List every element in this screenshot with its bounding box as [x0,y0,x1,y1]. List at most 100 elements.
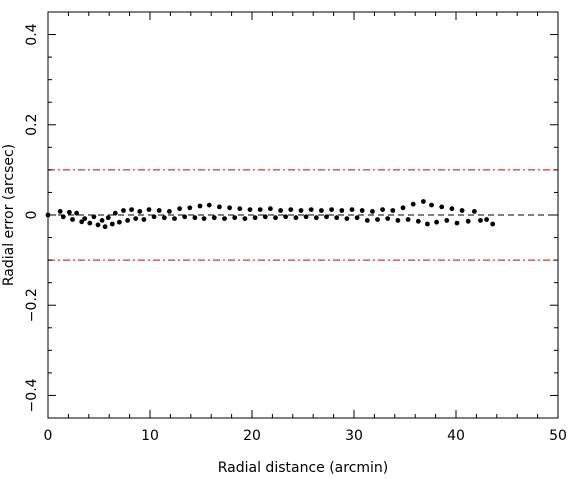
data-point [129,207,135,213]
data-point [380,207,385,213]
data-point [439,204,445,210]
data-point [156,208,162,213]
data-point [60,214,66,220]
data-point [167,209,172,214]
data-point [242,216,248,222]
data-point [273,215,278,221]
data-point [172,216,177,222]
data-point [459,208,465,213]
data-point [133,216,139,222]
data-point [308,207,314,213]
data-point [99,218,105,223]
data-point [192,215,198,221]
data-point [329,207,334,213]
data-point [434,219,439,225]
y-tick-label: −0.2 [24,288,40,322]
data-point [187,205,193,211]
data-point [444,218,450,223]
data-point [395,218,401,223]
x-tick-label: 30 [345,428,363,444]
data-point [232,215,238,221]
x-tick-label: 20 [243,428,261,444]
data-point [268,206,273,212]
data-point [121,208,126,213]
data-point [74,210,79,216]
data-point [429,202,434,208]
data-point [370,209,375,214]
data-point [125,218,130,223]
data-point [105,215,111,221]
data-point [303,214,309,220]
data-point [206,202,212,208]
y-tick-label: 0.2 [24,114,40,136]
data-point [70,217,75,222]
data-point [298,208,304,213]
data-point [484,217,489,222]
data-point [109,221,115,227]
data-point [449,206,455,212]
data-point [161,215,167,221]
x-axis-label: Radial distance (arcmin) [218,460,389,476]
data-point [262,214,268,220]
data-point [283,214,289,220]
data-point [182,214,188,220]
data-point [177,206,183,212]
data-point [91,214,97,220]
data-points [45,199,496,230]
data-point [197,203,203,209]
x-tick-label: 0 [44,428,53,444]
axis-ticks [47,11,559,419]
data-point [313,215,319,221]
data-point [278,208,283,213]
data-point [354,215,360,221]
data-point [364,218,370,223]
data-point [141,217,147,222]
data-point [151,214,157,220]
data-point [95,222,101,228]
y-axis-label: Radial error (arcsec) [1,144,17,286]
data-point [79,219,85,225]
x-tick-label: 10 [141,428,159,444]
data-point [385,216,391,222]
data-point [87,220,93,226]
data-point [400,205,406,211]
data-point [227,205,233,211]
data-point [478,218,483,223]
data-point [375,217,380,222]
data-point [112,210,118,216]
data-point [415,218,421,224]
x-tick-label: 50 [549,428,567,444]
data-point [349,207,355,213]
data-point [222,216,227,222]
data-point [319,208,324,213]
data-point [257,207,263,213]
data-point [410,201,416,207]
tick-labels: 0 10 20 30 40 50 −0.4 −0.2 0 0.2 0.4 [24,23,567,444]
data-point [288,207,294,213]
data-point [454,220,460,226]
data-point [390,208,396,213]
data-point [334,215,340,221]
data-point [465,218,471,224]
data-point [293,215,299,221]
data-point [82,216,88,222]
data-point [324,214,329,220]
data-point [211,215,217,221]
data-point [57,209,63,214]
data-point [344,216,350,222]
data-point [217,204,222,210]
data-point [472,209,477,214]
data-point [421,199,426,204]
data-point [237,206,243,212]
data-point [339,208,345,213]
y-tick-label: 0 [24,211,40,220]
data-point [252,215,258,221]
data-point [102,224,108,230]
data-point [405,217,411,222]
data-point [137,209,143,214]
y-tick-label: 0.4 [24,23,40,45]
data-point [425,221,430,227]
data-point [67,209,72,215]
